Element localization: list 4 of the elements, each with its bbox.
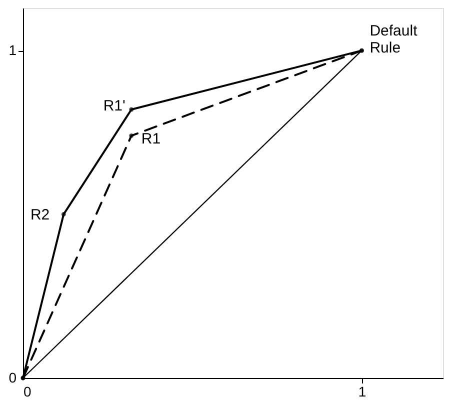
annotation: R1 [141, 130, 161, 148]
annotation: R1' [103, 98, 126, 115]
annotation: Default Rule [370, 22, 418, 57]
annotation: R2 [30, 206, 50, 224]
